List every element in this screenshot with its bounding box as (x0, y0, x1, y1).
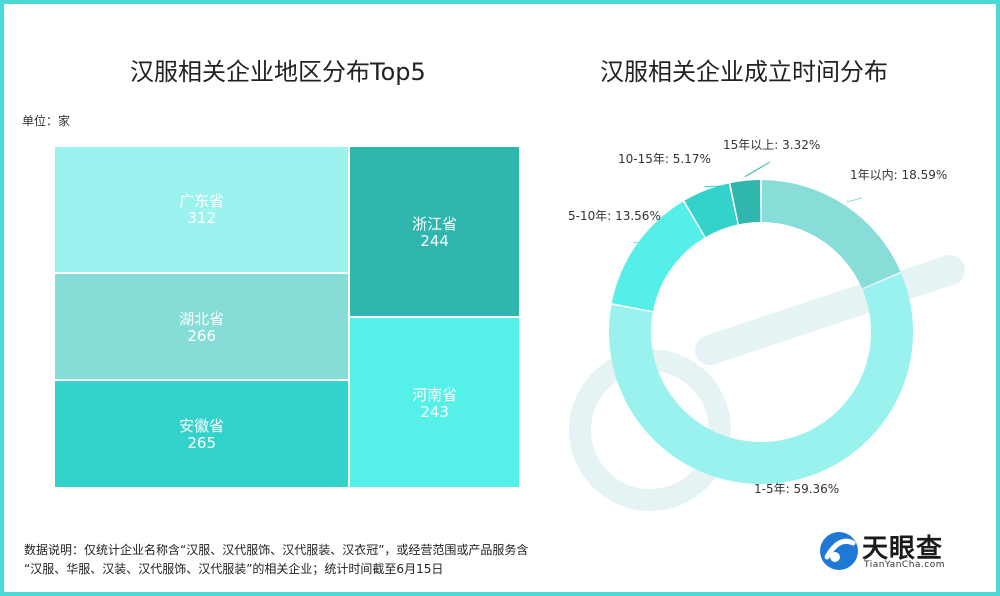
donut-slice-label: 10-15年: 5.17% (618, 152, 711, 166)
donut-slice-5 (730, 180, 761, 225)
donut-leader-line (777, 475, 791, 488)
donut-slice-1 (761, 180, 901, 289)
data-note: 数据说明：仅统计企业名称含“汉服、汉代服饰、汉代服装、汉衣冠”，或经营范围或产品… (24, 541, 528, 579)
brand-url: TianYanCha.com (864, 560, 946, 570)
donut-title: 汉服相关企业成立时间分布 (600, 58, 888, 86)
donut-slice-label: 5-10年: 13.56% (568, 209, 661, 223)
data-note-line-2: “汉服、华服、汉装、汉代服饰、汉代服装”的相关企业；统计时间截至6月15日 (24, 562, 444, 576)
donut-slice-3 (611, 201, 705, 312)
brand-name: 天眼查 (862, 534, 944, 564)
donut-slice-label: 15年以上: 3.32% (723, 138, 820, 152)
donut-slice-4 (684, 183, 738, 237)
treemap-unit-label: 单位：家 (22, 114, 71, 128)
donut-slice-label: 1年以内: 18.59% (850, 168, 947, 182)
donut-leader-line (704, 185, 723, 188)
data-note-line-1: 数据说明：仅统计企业名称含“汉服、汉代服饰、汉代服装、汉衣冠”，或经营范围或产品… (24, 543, 529, 557)
treemap-cell-3: 安徽省 265 (54, 380, 350, 488)
donut-leader-line (744, 161, 771, 178)
treemap-title: 汉服相关企业地区分布Top5 (130, 58, 426, 86)
tianyancha-logo-icon (820, 532, 858, 570)
donut-slice-label: 1-5年: 59.36% (754, 482, 839, 496)
treemap-cell-1: 广东省 312 (54, 146, 350, 273)
treemap-chart: 广东省 312 湖北省 266 安徽省 265 浙江省 244 河南省 243 (54, 146, 520, 488)
brand-logo: 天眼查 TianYanCha.com (818, 526, 978, 576)
donut-slice-2 (609, 273, 913, 485)
donut-leader-line (846, 197, 863, 203)
